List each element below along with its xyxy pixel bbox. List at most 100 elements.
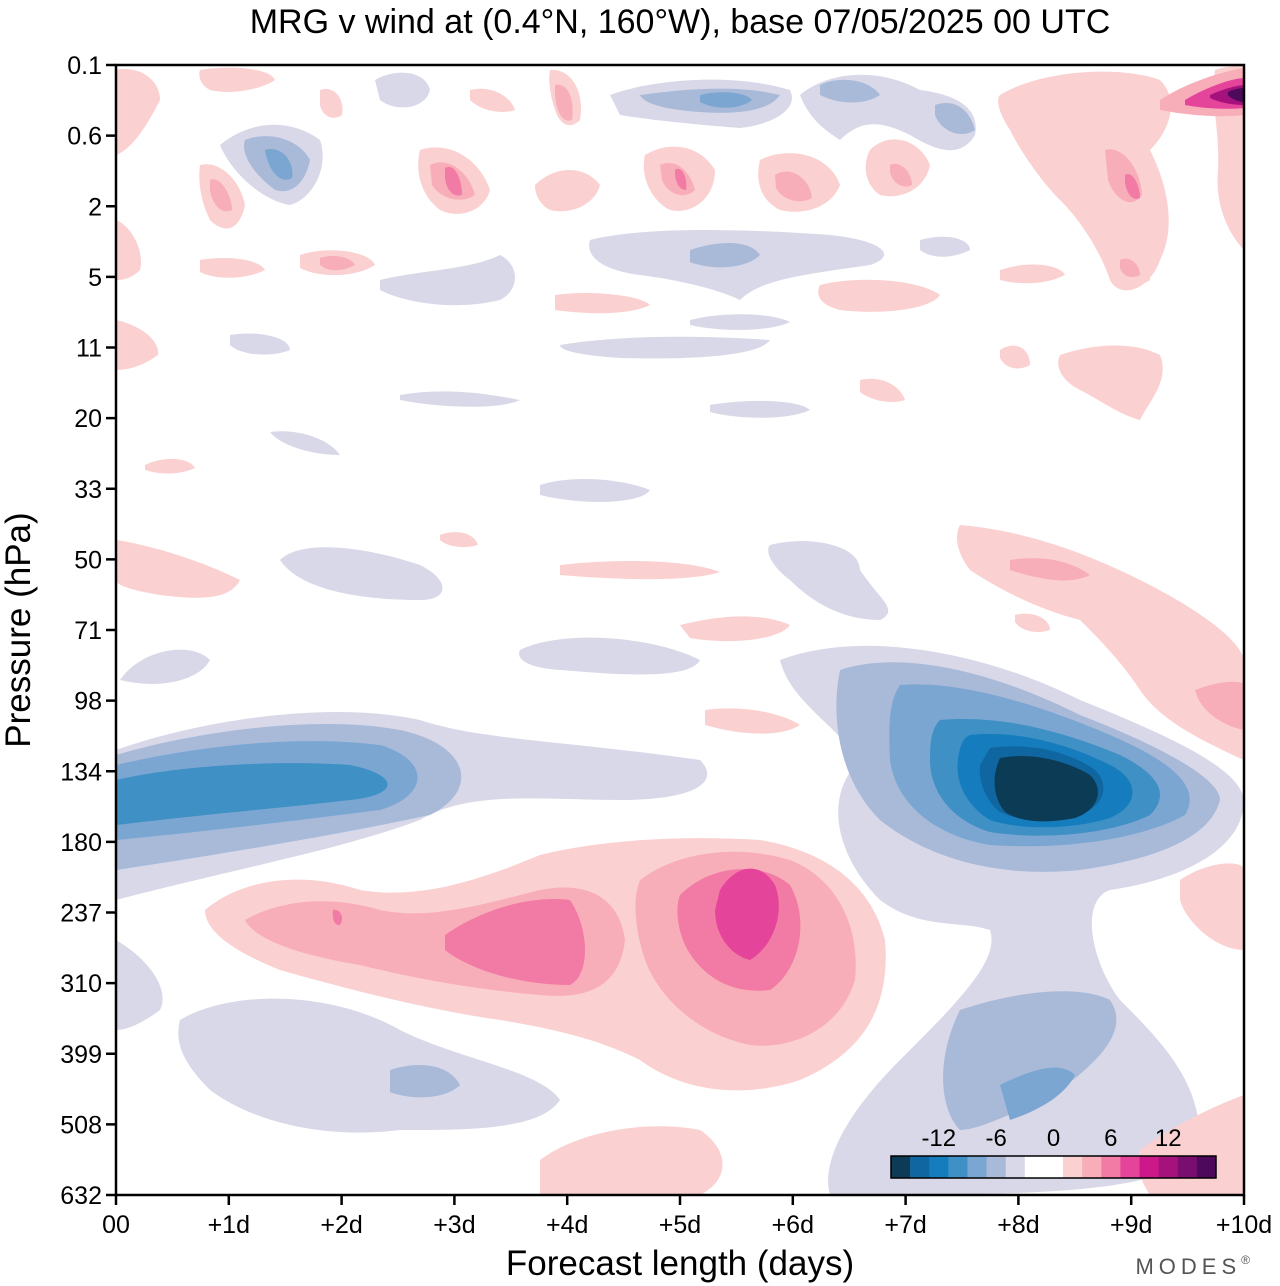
y-tick-label: 399 [60,1041,102,1069]
y-tick-label: 180 [60,829,102,857]
colorbar-label: 6 [1104,1125,1117,1152]
contour-neg-lev1 [120,649,210,684]
contour-neg-lev1 [560,336,770,359]
y-tick-label: 2 [88,193,102,221]
contour-neg-lev1 [400,391,520,407]
x-axis-title: Forecast length (days) [506,1244,854,1283]
colorbar-swatch [967,1156,987,1178]
contour-pos-lev1 [116,540,240,598]
contour-pos-lev3 [445,166,462,196]
contour-neg-lev1 [116,940,163,1030]
contour-pos-lev3 [445,899,585,985]
contour-pos-lev2 [210,179,232,212]
contour-pos-lev1 [957,525,1244,760]
contour-pos-lev1 [705,708,800,734]
contour-pos-lev1 [860,378,905,403]
colorbar-label: -12 [921,1125,956,1152]
y-tick-label: 632 [60,1182,102,1210]
contour-neg-lev3 [265,149,293,180]
colorbar-swatch [948,1156,968,1178]
x-tick-label: 00 [102,1211,130,1239]
contour-pos-lev1 [1000,345,1030,369]
y-tick-label: 33 [74,476,102,504]
x-tick-label: +5d [659,1211,701,1239]
contour-pos-lev1 [818,279,940,312]
colorbar-swatch [1082,1156,1102,1178]
colorbar-swatch [1043,1156,1064,1178]
contour-pos-lev3 [332,909,343,926]
contour-pos-lev4 [715,868,779,960]
x-tick-label: +10d [1216,1211,1272,1239]
contour-pos-lev1 [680,616,790,642]
y-tick-label: 50 [74,546,102,574]
contour-pos-lev2 [555,84,573,121]
colorbar-swatch [986,1156,1007,1178]
y-tick-label: 98 [74,688,102,716]
contour-neg-lev1 [375,72,430,108]
contour-pos-lev2 [320,255,355,271]
y-tick-label: 5 [88,264,102,292]
contour-neg-lev1 [280,547,443,600]
contour-neg-lev1 [710,400,810,418]
x-tick-label: +9d [1110,1211,1152,1239]
contour-neg-lev1 [380,255,515,306]
colorbar-swatch [1158,1156,1179,1178]
contour-pos-lev2 [775,171,812,202]
colorbar-swatch [1139,1156,1159,1178]
contour-neg-lev1 [178,998,560,1133]
contour-pos-lev2 [890,163,912,187]
y-axis: 0.1 0.6 2 5 11 20 33 50 71 98 134 180 237 310 399 508 63… [60,52,116,1210]
colorbar-swatch [1024,1156,1045,1178]
contour-neg-lev1 [768,541,889,620]
colorbar-swatch [910,1156,930,1178]
contour-neg-lev1 [920,236,970,257]
contour-pos-core [1228,88,1244,102]
colorbar-label: 0 [1047,1125,1060,1152]
contour-neg-core [994,755,1098,822]
contour-pos-lev1 [116,69,160,155]
contour-neg-lev1 [690,314,790,330]
contour-neg-lev2 [820,79,880,103]
y-tick-label: 134 [60,758,102,786]
x-tick-label: +7d [884,1211,926,1239]
contour-pos-lev1 [1015,613,1050,633]
contour-pos-lev1 [440,532,478,548]
colorbar-swatch [1005,1156,1026,1178]
contour-pos-lev1 [145,458,195,474]
colorbar-swatch [1196,1156,1217,1178]
y-tick-label: 71 [74,617,102,645]
colorbar-label: 12 [1155,1125,1182,1152]
contour-fills [116,65,1244,1195]
contour-neg-lev2 [690,243,760,268]
contour-pos-lev1 [116,220,141,280]
contour-neg-lev2 [935,102,975,135]
y-tick-label: 310 [60,970,102,998]
colorbar: -12 -6 0 6 12 [890,1125,1217,1179]
contour-pos-lev1 [540,1126,723,1195]
contour-pos-lev1 [560,560,720,580]
colorbar-swatch [891,1156,911,1178]
y-tick-label: 20 [74,405,102,433]
x-tick-label: +8d [997,1211,1039,1239]
contour-neg-lev4 [116,763,388,825]
contour-pos-lev1 [320,89,343,118]
y-axis-title: Pressure (hPa) [0,512,38,747]
contour-pos-lev2 [1120,258,1140,278]
chart-title: MRG v wind at (0.4°N, 160°W), base 07/05… [250,3,1111,41]
contour-pos-lev1 [1000,264,1065,284]
contour-neg-lev3 [1000,1067,1075,1120]
brand-mark: ® [1241,1253,1250,1267]
contour-pos-lev1 [200,258,265,278]
contour-pos-lev1 [116,320,159,370]
x-axis: 00 +1d +2d +3d +4d +5d +6d +7d +8d +9d +10d [102,1195,1272,1239]
colorbar-swatch [1120,1156,1140,1178]
x-tick-label: +4d [546,1211,588,1239]
contour-neg-lev2 [943,991,1117,1130]
contour-pos-lev1 [470,88,515,112]
contour-neg-lev2 [390,1065,460,1098]
x-tick-label: +2d [320,1211,362,1239]
x-tick-label: +1d [208,1211,250,1239]
contour-pos-lev2 [1195,681,1244,730]
contour-neg-lev3 [700,92,752,108]
